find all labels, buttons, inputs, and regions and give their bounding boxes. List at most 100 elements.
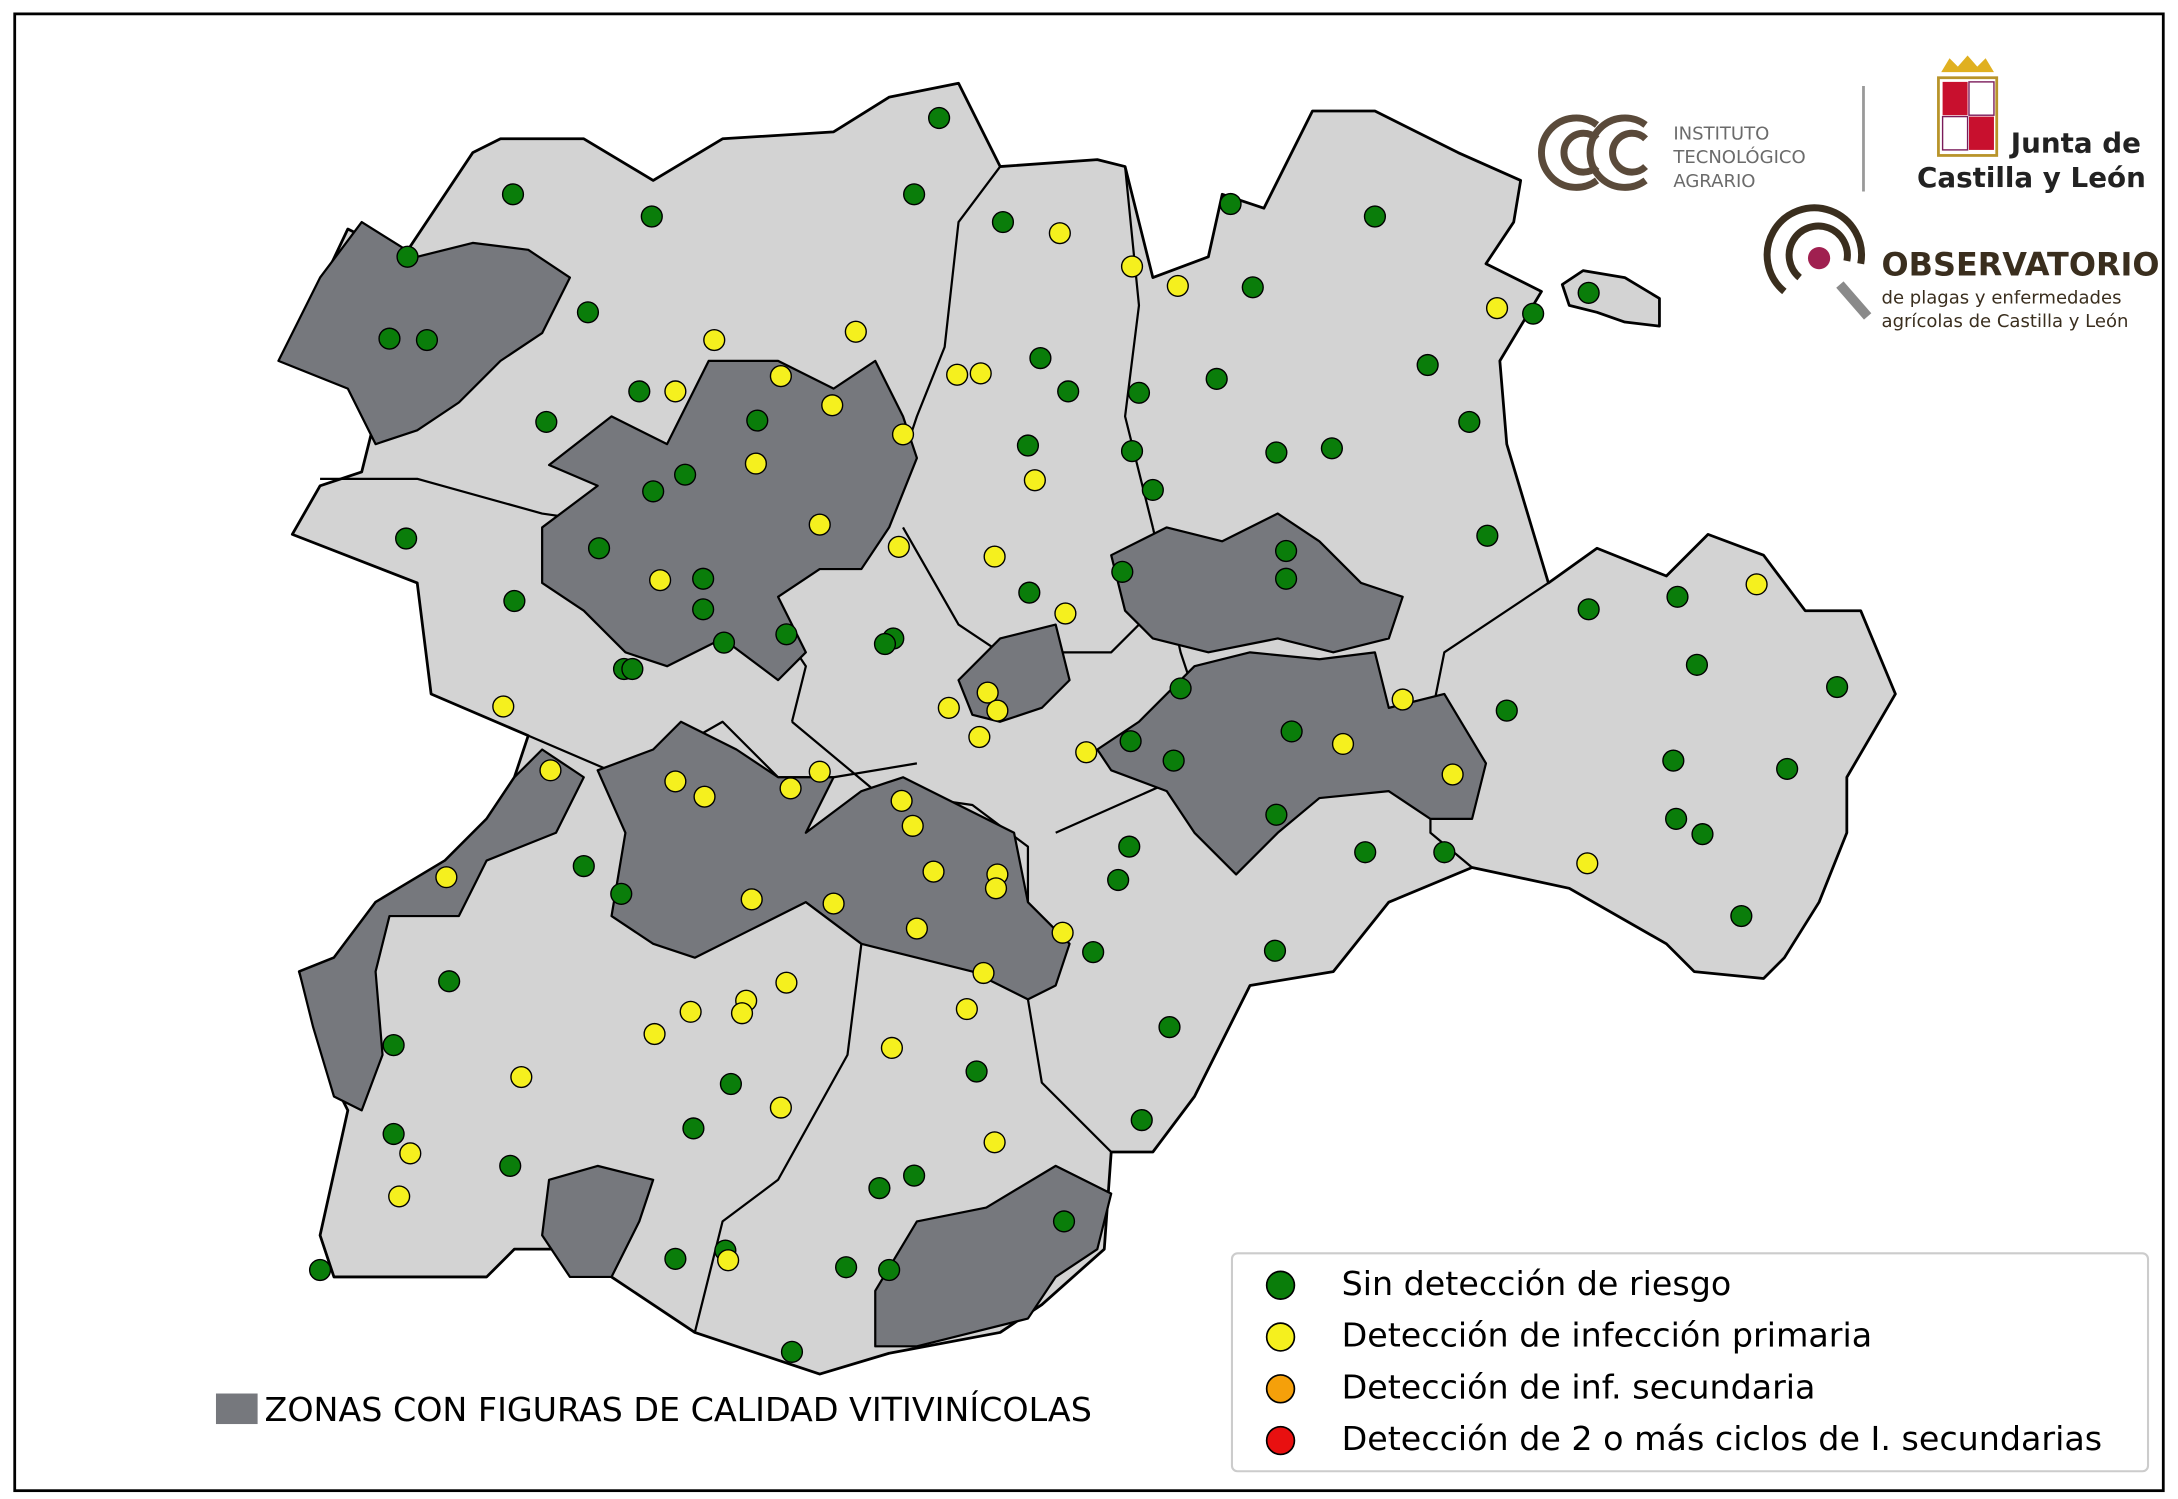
monitoring-point [682,1117,705,1140]
monitoring-point [1522,302,1545,325]
monitoring-point [1416,353,1439,377]
monitoring-point [382,1034,405,1057]
logo-text: INSTITUTO [1673,124,1769,145]
legend-marker [1265,1425,1296,1456]
monitoring-point [969,362,992,385]
monitoring-point [1331,732,1355,756]
monitoring-point [1120,255,1144,278]
legend-marker [1265,1322,1296,1352]
monitoring-point [868,1176,891,1200]
monitoring-point [395,527,418,550]
monitoring-point [1111,560,1134,583]
monitoring-point [744,452,767,475]
monitoring-point [887,535,910,558]
monitoring-point [1054,602,1077,625]
logo-title: OBSERVATORIO [1882,245,2160,283]
monitoring-point [1162,749,1185,772]
monitoring-point [673,463,697,486]
monitoring-point [968,725,991,749]
monitoring-point [415,328,439,352]
zone-legend-swatch [215,1393,258,1425]
monitoring-point [628,380,651,403]
logo-text: Castilla y León [1917,161,2146,194]
monitoring-point [1265,441,1288,464]
monitoring-point [1320,437,1343,460]
logo-itacyl: INSTITUTO TECNOLÓGICO AGRARIO [1538,86,1865,192]
monitoring-point [539,759,562,782]
monitoring-point [1363,205,1387,228]
legend-marker [1265,1270,1296,1300]
monitoring-point [1119,730,1142,753]
wine-zone [1110,512,1404,654]
monitoring-point [946,363,969,386]
wine-zone [298,748,585,1112]
monitoring-point [780,1340,804,1363]
monitoring-point [1826,675,1849,699]
monitoring-point [642,480,665,503]
legend-label: Detección de infección primaria [1342,1316,1873,1355]
monitoring-point [976,681,999,704]
monitoring-point [1241,276,1264,299]
monitoring-point [692,567,715,590]
monitoring-point [1052,1210,1076,1233]
zone-legend-label: ZONAS CON FIGURAS DE CALIDAD VITIVINÍCOL… [265,1389,1092,1429]
monitoring-point [499,1154,522,1177]
monitoring-point [717,1249,740,1272]
monitoring-point [1265,803,1288,826]
monitoring-point [1274,539,1298,563]
monitoring-point [378,327,401,350]
province-border [693,943,863,1333]
monitoring-point [1158,1015,1181,1039]
monitoring-point [822,892,845,915]
monitoring-point [1048,222,1071,245]
monitoring-point [808,513,831,536]
monitoring-point [1057,380,1080,403]
monitoring-point [1685,653,1709,676]
wine-zone [1096,651,1488,876]
logo-observatorio: OBSERVATORIO de plagas y enfermedades ag… [1763,204,2160,332]
monitoring-point [1169,677,1192,700]
logo-junta: Junta de Castilla y León [1917,55,2146,194]
monitoring-point [901,814,924,837]
monitoring-point [382,1122,405,1146]
monitoring-point [308,1258,332,1282]
monitoring-point [1691,823,1714,846]
monitoring-point [1745,573,1768,596]
monitoring-point [880,1036,904,1060]
monitoring-point [1205,367,1228,391]
logo-text: agrícolas de Castilla y León [1882,311,2129,332]
monitoring-point [1120,439,1144,463]
legend-marker [1265,1374,1296,1404]
monitoring-point [1274,567,1298,590]
monitoring-point [719,1072,743,1096]
monitoring-point [983,1131,1006,1154]
monitoring-point [649,569,672,592]
monitoring-point [1016,434,1040,457]
monitoring-point [1433,841,1456,864]
monitoring-point [572,854,595,878]
monitoring-point [891,423,915,446]
monitoring-point [693,785,716,808]
monitoring-point [775,623,798,646]
monitoring-point [740,888,763,911]
monitoring-point [712,631,736,654]
logo-text: Junta de [2009,126,2141,159]
monitoring-point [986,699,1009,722]
monitoring-point [1263,939,1287,962]
monitoring-point [903,1164,926,1187]
monitoring-point [1018,581,1041,604]
monitoring-point [808,760,831,783]
monitoring-point [501,183,525,206]
legend-box [1230,1252,2150,1473]
monitoring-point [991,210,1015,234]
logo-text: AGRARIO [1673,171,1755,192]
monitoring-point [1576,852,1599,875]
monitoring-point [984,877,1008,900]
monitoring-point [903,183,926,206]
monitoring-point [878,1258,901,1282]
monitoring-point [1219,192,1242,216]
monitoring-point [1730,904,1753,928]
monitoring-point [1082,941,1105,964]
monitoring-point [769,365,792,388]
